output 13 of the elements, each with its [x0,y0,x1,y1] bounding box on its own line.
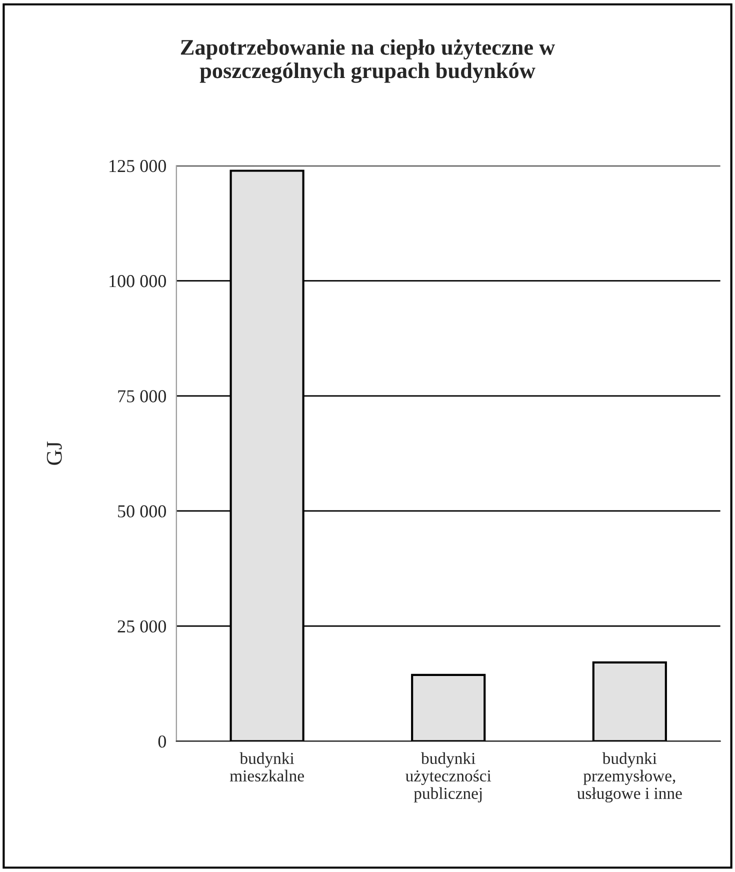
bar [592,661,667,742]
y-tick-label: 25 000 [118,620,166,633]
y-tick-label: 75 000 [118,390,166,402]
y-axis-title: GJ [46,442,62,465]
x-tick-label: budynki przemysłowe, usługowe i inne [577,752,682,802]
x-tick-label: budynki użyteczności publicznej [406,752,492,802]
y-tick-label: 100 000 [110,275,166,288]
chart-title: Zapotrzebowanie na ciepło użyteczne w poszczególnych grupach budynków [180,39,556,83]
x-tick-label: budynki mieszkalne [230,752,304,782]
bar [411,674,486,742]
y-tick-label: 0 [158,735,166,748]
y-tick-label: 50 000 [118,505,166,518]
y-tick-label: 125 000 [110,160,166,172]
